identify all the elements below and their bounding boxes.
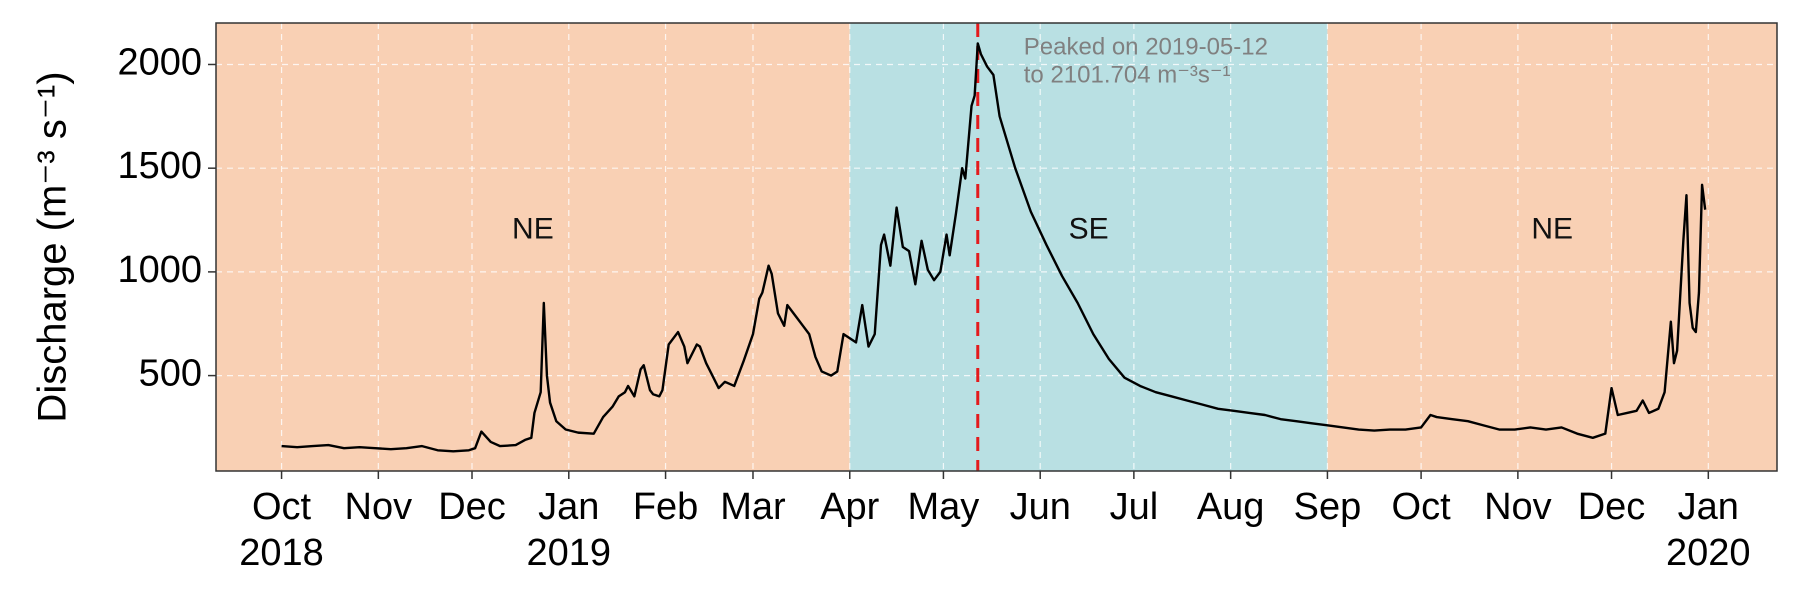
x-tick-label: Aug xyxy=(1197,486,1265,528)
x-tick-label-line: 2018 xyxy=(239,532,324,574)
x-tick-label-line: Jan xyxy=(1678,486,1739,528)
x-tick-label-line: Oct xyxy=(1392,486,1452,528)
x-tick-label: Apr xyxy=(820,486,879,528)
x-tick-label: Nov xyxy=(1484,486,1552,528)
season-band xyxy=(216,23,850,471)
x-tick-label-line: Dec xyxy=(1578,486,1646,528)
x-tick-label: Jan 2020 xyxy=(1666,486,1751,574)
x-tick-label-line: Oct xyxy=(252,486,312,528)
y-tick-label: 2000 xyxy=(117,42,202,84)
x-tick-label-line: Nov xyxy=(345,486,413,528)
x-tick-label-line: Aug xyxy=(1197,486,1265,528)
x-tick-label: Dec xyxy=(1578,486,1646,528)
x-tick-label-line: Jun xyxy=(1010,486,1071,528)
y-tick-label: 1500 xyxy=(117,145,202,187)
x-tick-label: Feb xyxy=(633,486,698,528)
x-tick-label-line: Dec xyxy=(438,486,506,528)
x-tick-label-line: Nov xyxy=(1484,486,1552,528)
y-tick-label: 1000 xyxy=(117,249,202,291)
discharge-line xyxy=(281,42,1707,453)
x-tick-label-line: Sep xyxy=(1294,486,1362,528)
season-label: NE xyxy=(512,212,554,245)
plot-frame xyxy=(215,22,1778,472)
x-tick-label-line: 2020 xyxy=(1666,532,1751,574)
y-tick-label: 500 xyxy=(139,353,202,395)
x-tick-label-line: Jan xyxy=(538,486,599,528)
x-tick-label: May xyxy=(908,486,980,528)
x-tick-label: Jul xyxy=(1110,486,1159,528)
x-tick-label-line: Feb xyxy=(633,486,698,528)
season-label: NE xyxy=(1531,212,1573,245)
x-tick-label-line: Mar xyxy=(720,486,786,528)
season-band xyxy=(849,23,1328,471)
peak-note: Peaked on 2019-05-12 xyxy=(1024,33,1268,60)
x-tick-label-line: Jul xyxy=(1110,486,1159,528)
x-tick-label: Dec xyxy=(438,486,506,528)
season-band xyxy=(1327,23,1777,471)
x-tick-label: Jun xyxy=(1010,486,1071,528)
x-tick-label: Jan 2019 xyxy=(527,486,612,574)
x-tick-label: Oct xyxy=(1392,486,1452,528)
peak-note: to 2101.704 m⁻³s⁻¹ xyxy=(1024,61,1231,88)
x-tick-label: Nov xyxy=(345,486,413,528)
x-tick-label: Sep xyxy=(1294,486,1362,528)
x-tick-label-line: May xyxy=(908,486,980,528)
x-tick-label-line: Apr xyxy=(820,486,879,528)
x-tick-label-line: 2019 xyxy=(527,532,612,574)
y-axis-title: Discharge (m⁻³ s⁻¹) xyxy=(31,71,75,422)
x-tick-label: Mar xyxy=(720,486,786,528)
season-label: SE xyxy=(1069,212,1109,245)
x-tick-label: Oct 2018 xyxy=(239,486,324,574)
